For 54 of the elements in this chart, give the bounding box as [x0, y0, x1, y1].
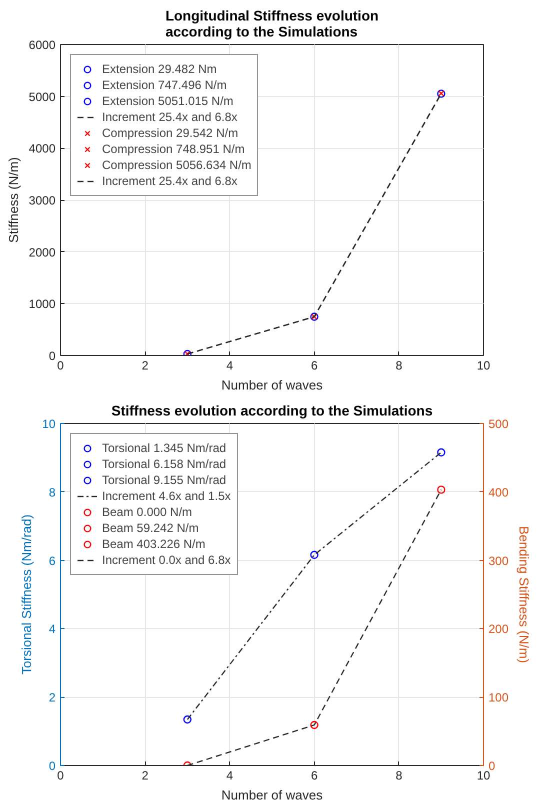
y-tick-label: 2000	[28, 245, 56, 260]
x-tick-label: 4	[226, 768, 234, 782]
y-axis-title: Stiffness (N/m)	[6, 157, 21, 243]
x-tick-label: 10	[476, 768, 490, 782]
y-tick-label: 4000	[28, 142, 56, 156]
legend-label: Torsional 1.345 Nm/rad	[102, 440, 226, 456]
legend-label: Beam 403.226 N/m	[102, 536, 206, 552]
y2-axis-title: Bending Stiffness (N/m)	[516, 526, 532, 664]
x-tick-label: 6	[310, 358, 318, 372]
y-axis-title: Torsional Stiffness (Nm/rad)	[19, 514, 34, 675]
y2-tick-label: 200	[488, 622, 509, 636]
legend-label: Increment 0.0x and 6.8x	[102, 552, 231, 568]
chart-title: Longitudinal Stiffness evolution according to the Simulations	[165, 8, 379, 40]
legend-label: Increment 4.6x and 1.5x	[102, 488, 231, 504]
legend-label: Torsional 9.155 Nm/rad	[102, 472, 226, 488]
y2-tick-label: 100	[488, 690, 509, 705]
y-tick-label: 8	[48, 485, 56, 500]
legend-label: Extension 29.482 Nm	[102, 61, 217, 77]
legend-label: Extension 5051.015 N/m	[102, 93, 234, 109]
x-axis-title: Number of waves	[221, 788, 324, 802]
y2-tick-label: 500	[488, 417, 509, 431]
x-axis-title: Number of waves	[221, 378, 324, 392]
y-tick-label: 0	[48, 349, 56, 363]
y-tick-label: 10	[42, 417, 56, 431]
legend-label: Beam 0.000 N/m	[102, 504, 192, 520]
legend-label: Compression 748.951 N/m	[102, 141, 245, 157]
chart-title: Stiffness evolution according to the Simulations	[111, 402, 433, 418]
y-tick-label: 0	[48, 759, 56, 773]
y-tick-label: 5000	[28, 90, 56, 104]
y-tick-label: 1000	[28, 297, 56, 312]
legend-label: Increment 25.4x and 6.8x	[102, 109, 238, 125]
y2-tick-label: 0	[488, 759, 496, 773]
x-tick-label: 2	[142, 358, 149, 372]
y-tick-label: 3000	[28, 194, 56, 208]
x-tick-label: 2	[142, 768, 149, 782]
x-tick-label: 6	[310, 768, 318, 782]
x-tick-label: 8	[396, 768, 403, 782]
legend-label: Torsional 6.158 Nm/rad	[102, 456, 226, 472]
x-tick-label: 4	[226, 358, 234, 372]
legend-label: Compression 29.542 N/m	[102, 125, 238, 141]
legend-label: Compression 5056.634 N/m	[102, 157, 252, 173]
x-tick-label: 0	[57, 768, 64, 782]
x-tick-label: 0	[57, 358, 64, 372]
y-tick-label: 6	[48, 554, 56, 568]
legend-label: Beam 59.242 N/m	[102, 520, 199, 536]
legend-label: Extension 747.496 N/m	[102, 77, 227, 93]
y2-tick-label: 400	[488, 485, 509, 500]
x-tick-label: 8	[396, 358, 403, 372]
legend-label: Increment 25.4x and 6.8x	[102, 173, 238, 189]
y-tick-label: 6000	[28, 38, 56, 52]
y-tick-label: 2	[48, 690, 56, 705]
y-tick-label: 4	[48, 622, 56, 636]
x-tick-label: 10	[476, 358, 490, 372]
y2-tick-label: 300	[488, 554, 509, 568]
